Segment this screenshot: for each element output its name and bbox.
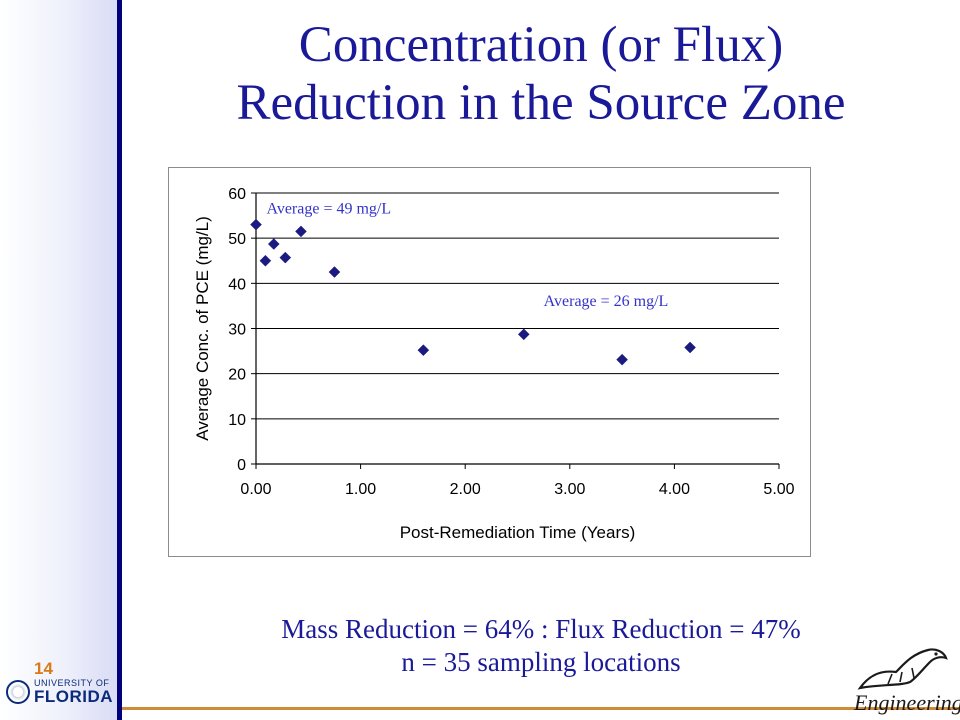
summary-line-1: Mass Reduction = 64% : Flux Reduction = … xyxy=(281,614,801,644)
engineering-wordmark: Engineering xyxy=(854,690,960,715)
data-point-2 xyxy=(267,238,280,250)
y-tick-label-50: 50 xyxy=(228,231,246,248)
chart-frame: 0 10 20 30 40 50 60 0.00 1.00 2.00 3.00 4.00 5.00 Pos… xyxy=(168,167,811,557)
y-tick-label-30: 30 xyxy=(228,322,246,339)
y-tick-label-60: 60 xyxy=(228,186,246,203)
slide-title: Concentration (or Flux) Reduction in the… xyxy=(122,16,960,132)
x-tick-label-2.00: 2.00 xyxy=(450,481,481,498)
y-tick-label-40: 40 xyxy=(228,276,246,293)
annotation-0: Average = 49 mg/L xyxy=(266,200,391,217)
uf-logo-big-text: FLORIDA xyxy=(34,687,114,706)
data-point-9 xyxy=(684,341,696,354)
y-tick-label-20: 20 xyxy=(228,367,246,384)
gator-engineering-logo: Engineering xyxy=(852,644,960,715)
x-tick-label-5.00: 5.00 xyxy=(763,481,794,498)
bottom-rule xyxy=(122,707,960,710)
y-axis-label: Average Conc. of PCE (mg/L) xyxy=(193,216,212,441)
summary-line-2: n = 35 sampling locations xyxy=(401,647,681,677)
annotation-1: Average = 26 mg/L xyxy=(544,293,669,310)
data-point-8 xyxy=(616,353,628,366)
summary-block: Mass Reduction = 64% : Flux Reduction = … xyxy=(122,613,960,679)
slide-title-line-2: Reduction in the Source Zone xyxy=(236,75,846,131)
data-point-7 xyxy=(517,328,530,341)
gator-icon xyxy=(857,648,948,690)
data-point-4 xyxy=(295,225,307,238)
left-side-panel xyxy=(0,0,117,720)
data-point-0 xyxy=(250,218,262,231)
x-tick-label-3.00: 3.00 xyxy=(554,481,585,498)
x-tick-label-1.00: 1.00 xyxy=(345,481,376,498)
scatter-chart: 0 10 20 30 40 50 60 0.00 1.00 2.00 3.00 4.00 5.00 Pos… xyxy=(193,186,795,542)
x-axis-label: Post-Remediation Time (Years) xyxy=(400,523,636,542)
university-of-florida-logo: UNIVERSITY OF FLORIDA xyxy=(6,678,116,710)
left-vertical-rule xyxy=(117,0,122,720)
y-tick-label-0: 0 xyxy=(237,457,246,474)
data-point-5 xyxy=(328,266,341,278)
x-tick-label-4.00: 4.00 xyxy=(659,481,690,498)
page-number: 14 xyxy=(34,659,53,678)
uf-seal-icon xyxy=(6,680,30,704)
slide-title-line-1: Concentration (or Flux) xyxy=(298,17,784,73)
data-point-6 xyxy=(417,344,430,357)
uf-logo-small-text: UNIVERSITY OF xyxy=(34,678,110,688)
y-tick-label-10: 10 xyxy=(228,412,246,429)
data-point-1 xyxy=(259,254,272,267)
x-tick-label-0.00: 0.00 xyxy=(240,481,271,498)
data-point-3 xyxy=(279,251,292,264)
